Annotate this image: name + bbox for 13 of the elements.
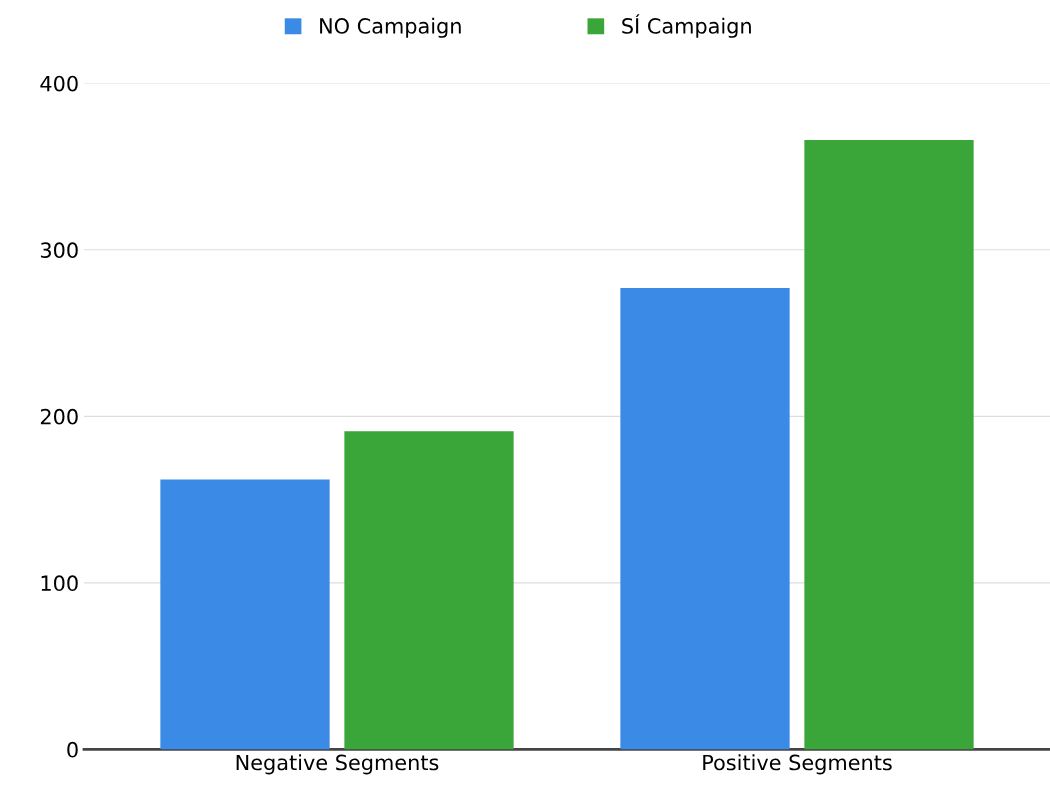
x-tick-label: Positive Segments [703,754,892,775]
y-tick-label: 200 [40,408,78,425]
legend-label: NO Campaign [320,17,461,38]
legend-label: SÍ Campaign [622,14,751,38]
bar [344,431,514,750]
bar [620,288,790,750]
y-tick-label: 0 [67,741,78,758]
y-tick-label: 400 [40,75,78,92]
y-tick-label: 300 [40,242,78,259]
bar [160,479,330,750]
x-tick-label: Negative Segments [236,754,439,775]
y-tick-label: 100 [41,575,78,592]
bar [804,139,974,750]
